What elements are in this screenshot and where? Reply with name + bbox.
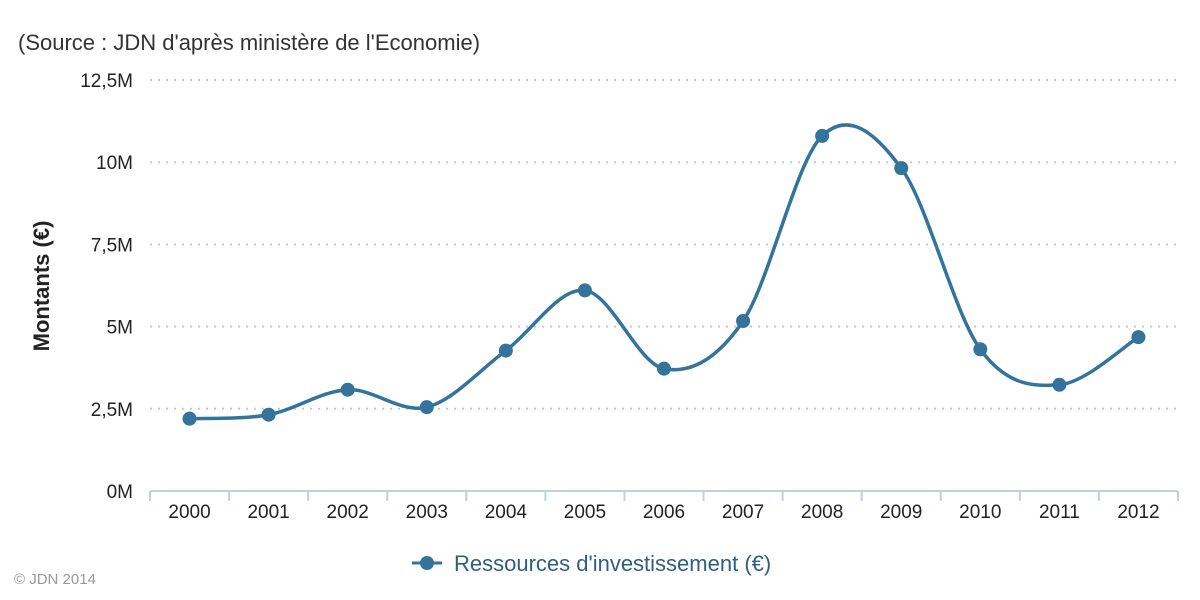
- x-tick-label: 2010: [959, 502, 1001, 523]
- legend-label: Ressources d'investissement (€): [454, 551, 771, 576]
- x-tick-label: 2012: [1117, 502, 1159, 523]
- x-tick-label: 2002: [327, 502, 369, 523]
- data-point-2011[interactable]: [1052, 377, 1067, 392]
- y-tick-label: 2,5M: [91, 400, 133, 421]
- data-point-2002[interactable]: [340, 382, 355, 397]
- x-tick-label: 2008: [801, 502, 843, 523]
- x-tick-label: 2003: [406, 502, 448, 523]
- x-tick-label: 2011: [1039, 502, 1080, 523]
- y-axis: 0M 2,5M 5M 7,5M 10M 12,5M: [80, 71, 133, 503]
- y-tick-label: 10M: [96, 153, 133, 174]
- x-tick-label: 2000: [168, 502, 210, 523]
- y-axis-title: Montants (€): [29, 221, 54, 352]
- y-tick-label: 12,5M: [80, 71, 133, 92]
- data-point-2008[interactable]: [815, 128, 830, 143]
- legend[interactable]: Ressources d'investissement (€): [412, 551, 771, 576]
- series-ressources: [182, 123, 1146, 426]
- credits: © JDN 2014: [14, 571, 96, 588]
- data-point-2006[interactable]: [657, 361, 671, 376]
- x-tick-label: 2004: [485, 502, 528, 523]
- data-point-2012[interactable]: [1131, 330, 1146, 345]
- y-tick-label: 5M: [107, 318, 133, 339]
- data-point-2010[interactable]: [973, 342, 988, 357]
- data-point-2004[interactable]: [498, 343, 513, 358]
- data-point-2007[interactable]: [736, 314, 751, 329]
- legend-marker: [420, 556, 434, 570]
- x-tick-label: 2007: [722, 502, 764, 523]
- x-tick-label: 2001: [247, 502, 289, 523]
- data-point-2001[interactable]: [261, 407, 276, 422]
- series-line: [189, 123, 1140, 421]
- x-axis: 2000 2001 2002 2003 2004 2005 2006 2007 2008 2009…: [149, 490, 1179, 523]
- x-tick-label: 2009: [880, 502, 922, 523]
- y-tick-label: 0M: [107, 482, 133, 503]
- x-tick-label: 2005: [564, 502, 606, 523]
- data-point-2003[interactable]: [419, 400, 434, 415]
- chart-subtitle: (Source : JDN d'après ministère de l'Eco…: [18, 30, 481, 55]
- data-point-2005[interactable]: [577, 283, 592, 298]
- data-point-2009[interactable]: [894, 161, 909, 176]
- y-tick-label: 7,5M: [91, 235, 133, 256]
- data-point-2000[interactable]: [182, 411, 197, 426]
- x-tick-label: 2006: [643, 502, 685, 523]
- gridlines: [150, 79, 1178, 410]
